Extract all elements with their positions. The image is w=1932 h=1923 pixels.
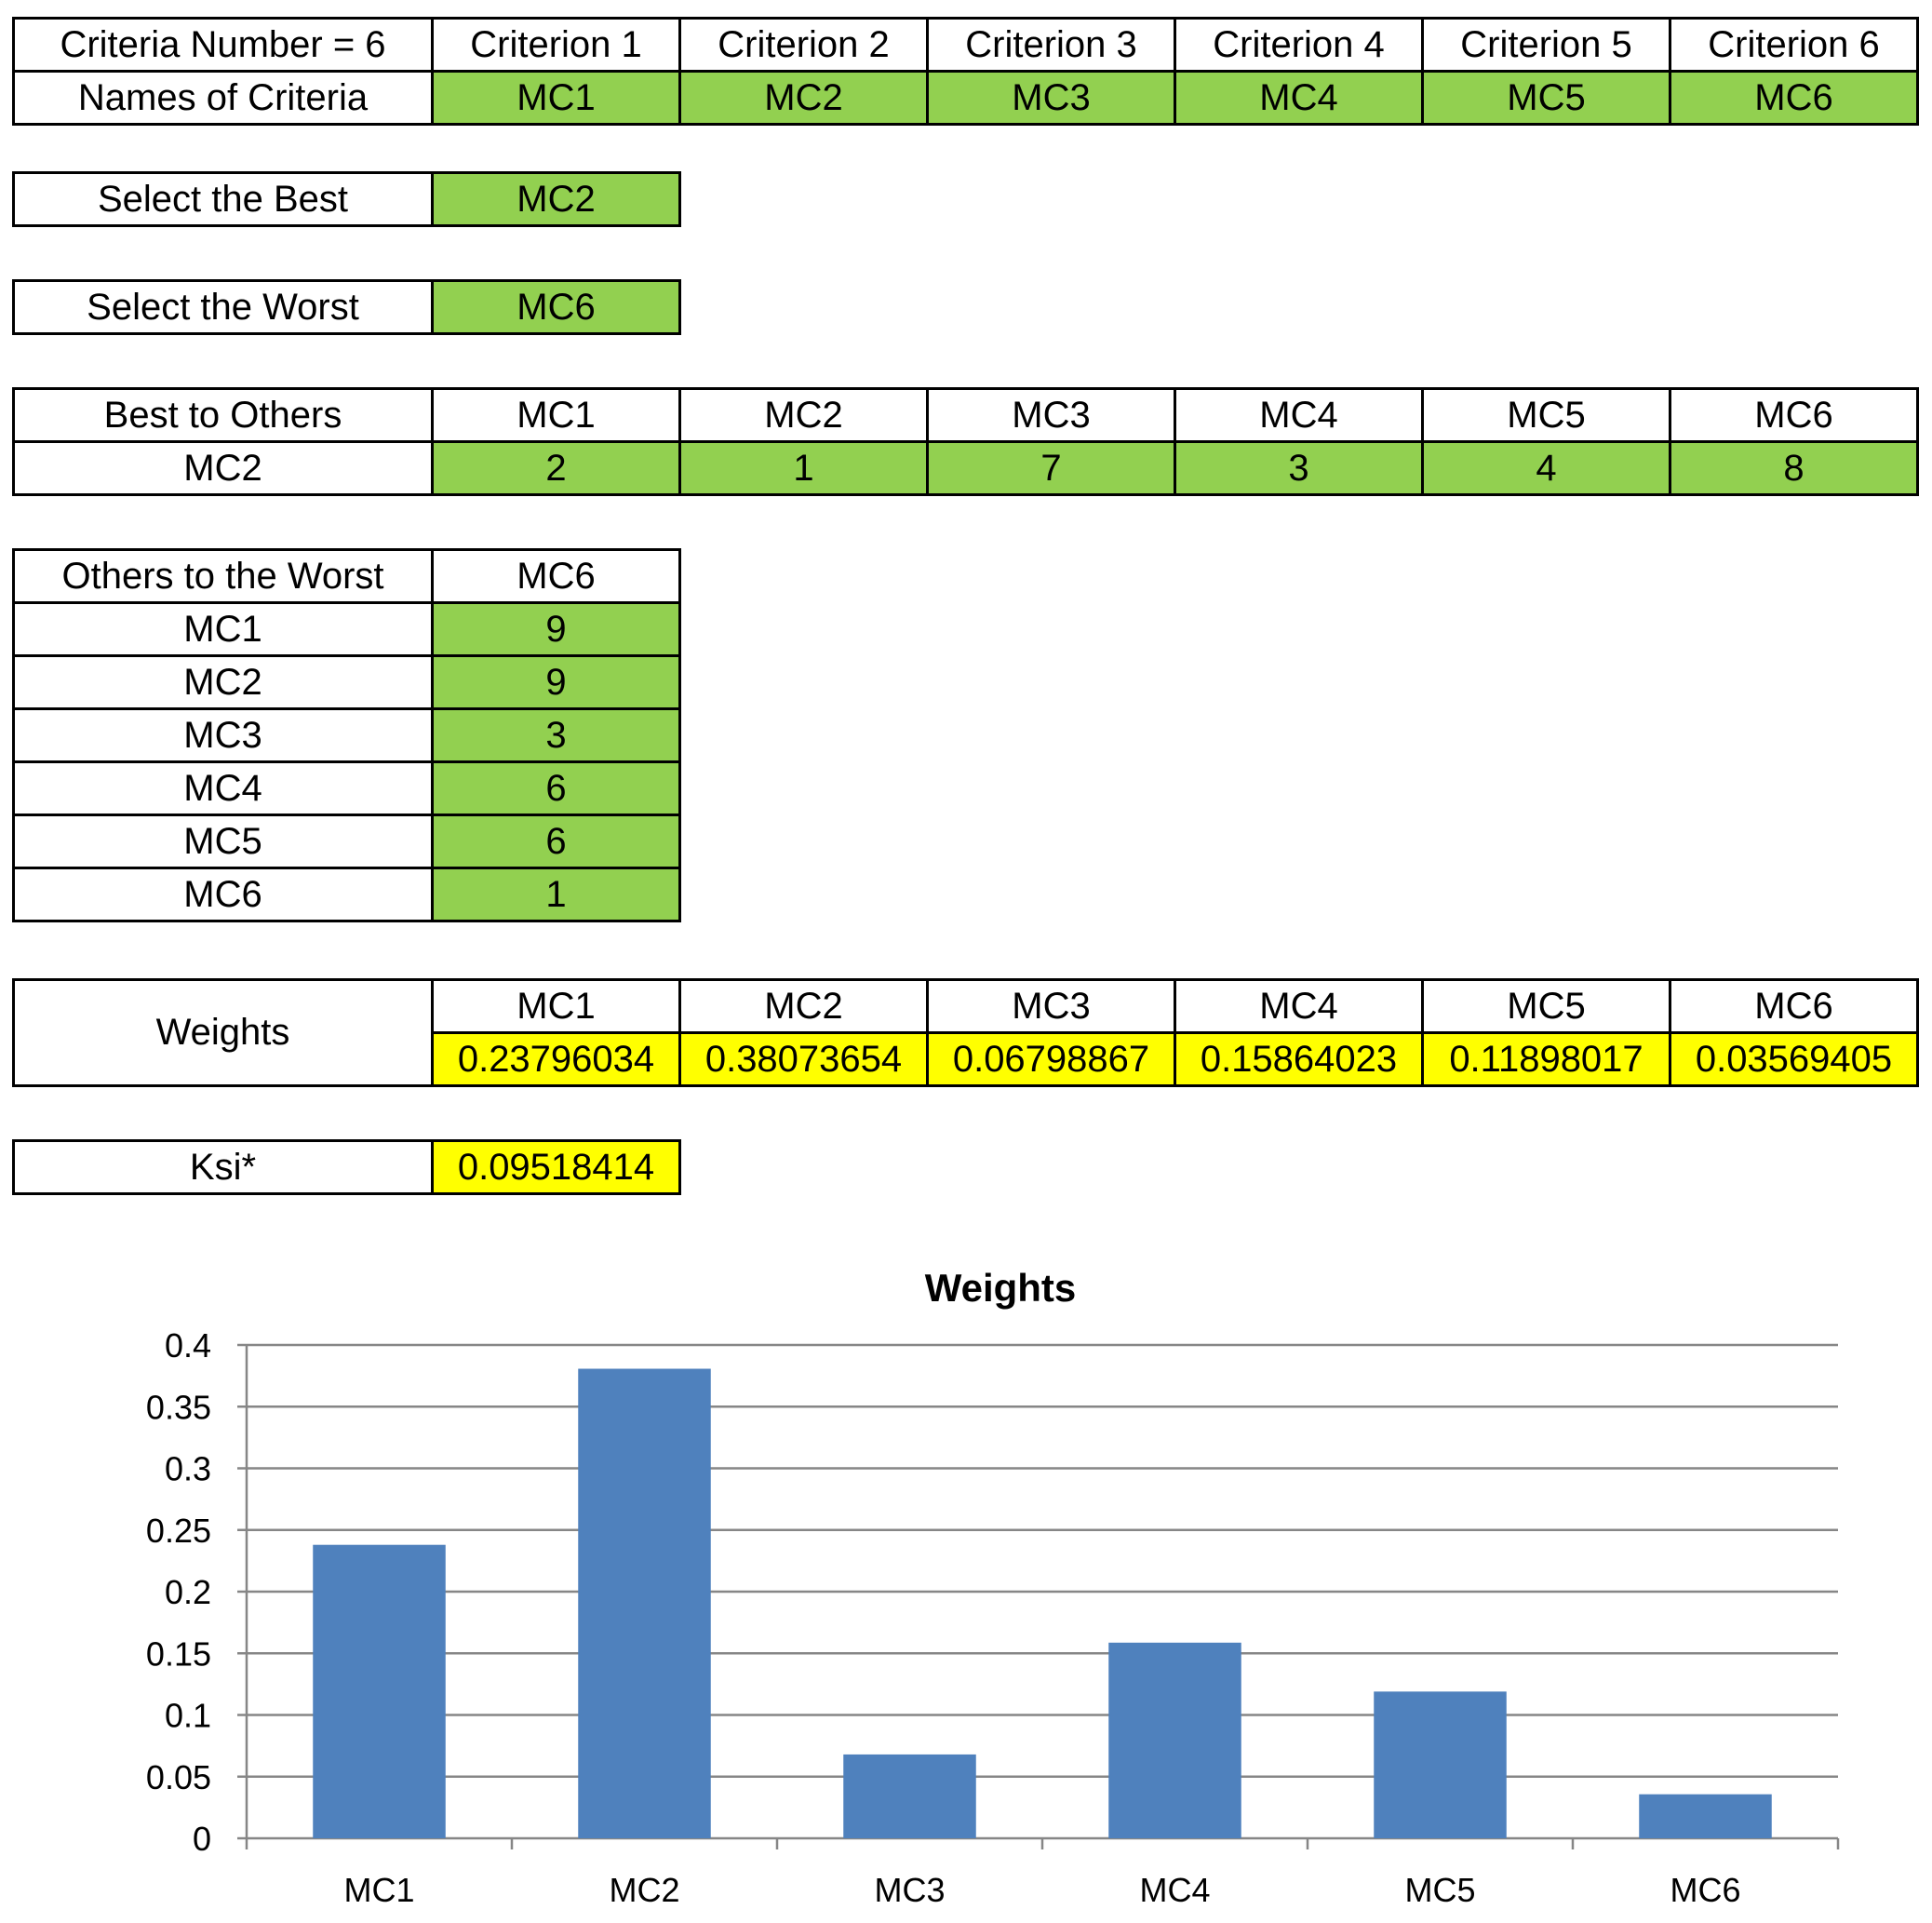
select-worst-label: Select the Worst (12, 279, 434, 335)
select-worst-dropdown[interactable]: MC6 (431, 279, 681, 335)
y-tick-label: 0.2 (165, 1573, 211, 1611)
criteria-number-label: Criteria Number = 6 (12, 17, 434, 73)
best-to-others-label: Best to Others (12, 387, 434, 443)
criteria-table: Criteria Number = 6 Criterion 1 Criterio… (12, 17, 1919, 126)
y-tick-label: 0.25 (146, 1512, 211, 1550)
select-best-dropdown[interactable]: MC2 (431, 171, 681, 227)
bar-mc6 (1639, 1794, 1772, 1838)
weight-value-cell: 0.06798867 (926, 1031, 1176, 1087)
criterion-1-header: Criterion 1 (431, 17, 681, 73)
ksi-label: Ksi* (12, 1139, 434, 1195)
y-tick-label: 0.3 (165, 1450, 211, 1488)
criterion-name-cell[interactable]: MC4 (1174, 70, 1424, 126)
others-to-worst-table: Others to the Worst MC6 MC1 9 MC2 9 MC3 … (12, 548, 681, 922)
select-worst-row: Select the Worst MC6 (12, 279, 681, 335)
weights-bar-chart: Weights 0 0.05 0.1 0.15 0.2 0.25 0.3 0.35 0.4 MC1 M… (146, 1266, 1840, 1909)
best-to-others-value-cell[interactable]: 1 (678, 440, 929, 496)
best-to-others-column-header: MC1 (431, 387, 681, 443)
best-to-others-column-header: MC5 (1421, 387, 1671, 443)
criterion-5-header: Criterion 5 (1421, 17, 1671, 73)
criterion-2-header: Criterion 2 (678, 17, 929, 73)
x-tick-label: MC2 (609, 1871, 679, 1909)
names-of-criteria-label: Names of Criteria (12, 70, 434, 126)
weights-column-header: MC5 (1421, 978, 1671, 1034)
others-to-worst-row-label: MC6 (12, 867, 434, 922)
select-best-row: Select the Best MC2 (12, 171, 681, 227)
best-to-others-value-cell[interactable]: 4 (1421, 440, 1671, 496)
best-to-others-column-header: MC2 (678, 387, 929, 443)
x-tick-label: MC4 (1139, 1871, 1210, 1909)
others-to-worst-row-label: MC5 (12, 814, 434, 869)
chart-title: Weights (925, 1266, 1077, 1310)
others-to-worst-value-cell[interactable]: 9 (431, 654, 681, 710)
ksi-row: Ksi* 0.09518414 (12, 1139, 681, 1195)
bar-mc3 (843, 1754, 976, 1838)
best-to-others-value-cell[interactable]: 8 (1669, 440, 1919, 496)
best-to-others-table: Best to Others MC1 MC2 MC3 MC4 MC5 MC6 M… (12, 387, 1919, 496)
weight-value-cell: 0.38073654 (678, 1031, 929, 1087)
bar-mc5 (1374, 1691, 1507, 1838)
others-to-worst-column-header: MC6 (431, 548, 681, 604)
bar-mc4 (1108, 1642, 1241, 1838)
weights-column-header: MC3 (926, 978, 1176, 1034)
weights-table: Weights MC1 MC2 MC3 MC4 MC5 MC6 0.237960… (12, 978, 1919, 1087)
best-to-others-value-cell[interactable]: 2 (431, 440, 681, 496)
criterion-name-cell[interactable]: MC1 (431, 70, 681, 126)
x-tick-label: MC3 (874, 1871, 945, 1909)
x-tick-label: MC1 (343, 1871, 414, 1909)
y-tick-label: 0.35 (146, 1388, 211, 1426)
criterion-3-header: Criterion 3 (926, 17, 1176, 73)
others-to-worst-row-label: MC3 (12, 707, 434, 763)
best-to-others-row-label: MC2 (12, 440, 434, 496)
others-to-worst-value-cell[interactable]: 6 (431, 814, 681, 869)
others-to-worst-value-cell[interactable]: 3 (431, 707, 681, 763)
others-to-worst-value-cell[interactable]: 1 (431, 867, 681, 922)
x-tick-label: MC5 (1404, 1871, 1475, 1909)
others-to-worst-value-cell[interactable]: 6 (431, 760, 681, 816)
others-to-worst-row-label: MC4 (12, 760, 434, 816)
y-tick-label: 0.4 (165, 1326, 211, 1365)
bar-mc2 (578, 1368, 711, 1838)
weight-value-cell: 0.11898017 (1421, 1031, 1671, 1087)
weight-value-cell: 0.23796034 (431, 1031, 681, 1087)
y-tick-label: 0.15 (146, 1634, 211, 1673)
weights-label: Weights (12, 978, 434, 1087)
weights-column-header: MC6 (1669, 978, 1919, 1034)
best-to-others-column-header: MC4 (1174, 387, 1424, 443)
weights-column-header: MC1 (431, 978, 681, 1034)
weights-column-header: MC2 (678, 978, 929, 1034)
criterion-6-header: Criterion 6 (1669, 17, 1919, 73)
criterion-name-cell[interactable]: MC2 (678, 70, 929, 126)
best-to-others-column-header: MC6 (1669, 387, 1919, 443)
weights-column-header: MC4 (1174, 978, 1424, 1034)
y-tick-label: 0.1 (165, 1697, 211, 1735)
best-to-others-column-header: MC3 (926, 387, 1176, 443)
others-to-worst-value-cell[interactable]: 9 (431, 601, 681, 657)
bar-mc1 (313, 1544, 446, 1838)
others-to-worst-label: Others to the Worst (12, 548, 434, 604)
ksi-value-cell: 0.09518414 (431, 1139, 681, 1195)
weight-value-cell: 0.03569405 (1669, 1031, 1919, 1087)
select-best-label: Select the Best (12, 171, 434, 227)
criterion-name-cell[interactable]: MC6 (1669, 70, 1919, 126)
best-to-others-value-cell[interactable]: 3 (1174, 440, 1424, 496)
best-to-others-value-cell[interactable]: 7 (926, 440, 1176, 496)
others-to-worst-row-label: MC2 (12, 654, 434, 710)
criterion-4-header: Criterion 4 (1174, 17, 1424, 73)
weight-value-cell: 0.15864023 (1174, 1031, 1424, 1087)
criterion-name-cell[interactable]: MC3 (926, 70, 1176, 126)
y-tick-label: 0.05 (146, 1758, 211, 1796)
y-tick-label: 0 (193, 1820, 211, 1858)
others-to-worst-row-label: MC1 (12, 601, 434, 657)
x-tick-label: MC6 (1670, 1871, 1740, 1909)
criterion-name-cell[interactable]: MC5 (1421, 70, 1671, 126)
